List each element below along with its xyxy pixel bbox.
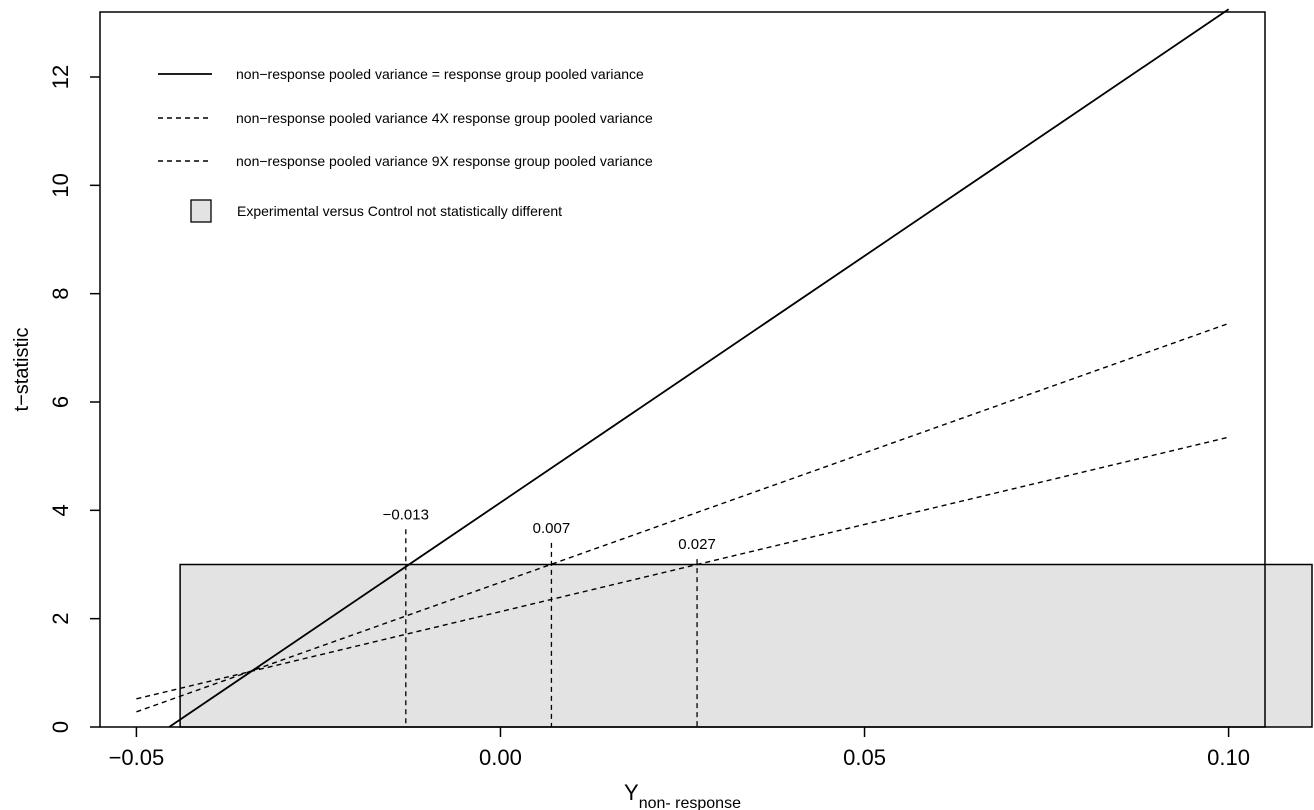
annotation-label-2: 0.027 [678, 536, 716, 553]
x-axis-label-main: Y [624, 780, 639, 805]
legend-label-0: non−response pooled variance = response … [236, 66, 644, 82]
y-tick-label-6: 12 [48, 65, 73, 89]
legend-label-2: non−response pooled variance 9X response… [236, 153, 653, 169]
series-line-2 [136, 436, 1229, 700]
x-tick-label-0: −0.05 [109, 745, 165, 770]
x-axis-label: Ynon- response [624, 780, 741, 810]
y-tick-label-3: 6 [48, 396, 73, 408]
x-tick-label-3: 0.10 [1207, 745, 1250, 770]
x-tick-label-2: 0.05 [843, 745, 886, 770]
y-tick-label-1: 2 [48, 613, 73, 625]
x-axis-label-subscript: non- response [639, 795, 741, 810]
series-layer [136, 8, 1230, 728]
annotation-layer: −0.013 0.007 0.027 [383, 506, 716, 727]
axes-layer: −0.05 0.00 0.05 0.10 0 2 4 6 8 10 12 [48, 65, 1250, 770]
annotation-label-1: 0.007 [533, 520, 571, 537]
legend-swatch-shaded [190, 199, 212, 223]
shaded-region-layer [179, 563, 1313, 728]
annotation-label-0: −0.013 [383, 506, 429, 523]
y-axis-label: t−statistic [11, 328, 33, 412]
x-tick-label-1: 0.00 [479, 745, 522, 770]
series-line-1 [136, 322, 1229, 713]
shaded-region [179, 563, 1313, 728]
legend: non−response pooled variance = response … [158, 66, 653, 223]
y-tick-label-2: 4 [48, 504, 73, 516]
y-tick-label-0: 0 [48, 721, 73, 733]
y-tick-label-4: 8 [48, 288, 73, 300]
series-line-0 [168, 8, 1230, 728]
y-tick-label-5: 10 [48, 173, 73, 197]
plot-frame [99, 11, 1266, 728]
legend-label-1: non−response pooled variance 4X response… [236, 110, 653, 126]
legend-label-shaded: Experimental versus Control not statisti… [237, 203, 562, 219]
